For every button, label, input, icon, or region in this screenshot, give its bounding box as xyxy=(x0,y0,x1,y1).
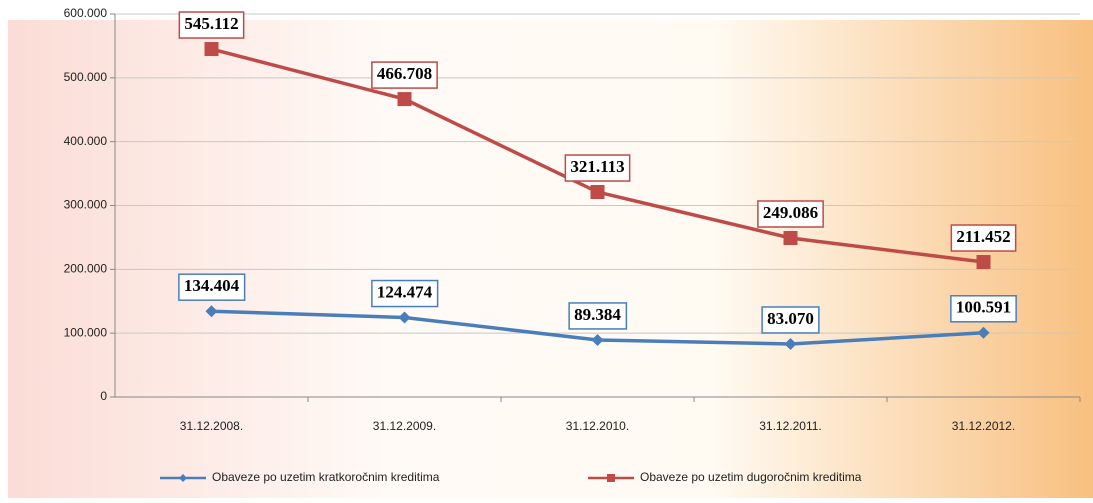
marker xyxy=(607,474,615,482)
value-label-box xyxy=(371,61,438,89)
y-tick-label: 0 xyxy=(100,389,107,403)
value-label: 249.086 xyxy=(763,203,818,222)
x-tick-label: 31.12.2009. xyxy=(373,419,436,433)
value-label: 321.113 xyxy=(570,157,624,176)
marker xyxy=(205,305,218,318)
value-label-box xyxy=(568,302,628,330)
x-tick-label: 31.12.2012. xyxy=(952,419,1015,433)
value-label-box xyxy=(564,154,631,182)
value-label: 545.112 xyxy=(184,14,238,33)
value-label-box xyxy=(757,200,824,228)
marker xyxy=(204,42,219,57)
marker xyxy=(976,255,991,270)
value-label-box xyxy=(371,279,439,308)
value-label: 124.474 xyxy=(377,282,433,301)
marker xyxy=(590,185,605,200)
x-tick-label: 31.12.2011. xyxy=(759,419,822,433)
value-label: 211.452 xyxy=(956,227,1010,246)
x-tick-label: 31.12.2010. xyxy=(566,419,629,433)
legend-label: Obaveze po uzetim dugoročnim kreditima xyxy=(640,470,862,484)
marker xyxy=(397,92,412,107)
value-label-box xyxy=(178,11,245,39)
marker xyxy=(784,337,797,350)
y-tick-label: 600.000 xyxy=(64,6,108,20)
legend-label: Obaveze po uzetim kratkoročnim kreditima xyxy=(212,470,440,484)
value-label: 89.384 xyxy=(574,305,621,324)
plot-background xyxy=(8,20,1093,498)
value-label-box xyxy=(950,224,1017,252)
value-label: 466.708 xyxy=(377,64,432,83)
value-label-box xyxy=(950,295,1017,323)
x-tick-label: 31.12.2008. xyxy=(180,419,243,433)
marker xyxy=(591,333,604,346)
y-tick-label: 500.000 xyxy=(64,70,108,84)
y-tick-label: 200.000 xyxy=(64,262,108,276)
value-label: 83.070 xyxy=(767,309,814,328)
marker xyxy=(179,474,187,482)
value-label: 134.404 xyxy=(184,276,240,295)
marker xyxy=(977,326,990,339)
y-tick-label: 300.000 xyxy=(64,198,108,212)
y-tick-label: 100.000 xyxy=(64,325,108,339)
value-label-box xyxy=(761,306,820,334)
value-label: 100.591 xyxy=(956,298,1011,317)
y-tick-label: 400.000 xyxy=(64,134,108,148)
value-label-box xyxy=(178,273,246,301)
marker xyxy=(398,311,411,324)
marker xyxy=(783,231,798,246)
